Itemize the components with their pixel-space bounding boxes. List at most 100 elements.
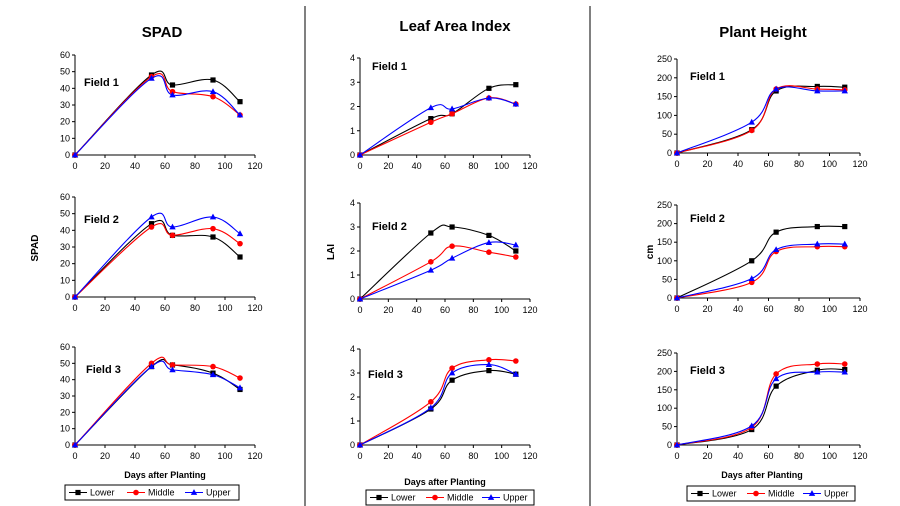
- y-tick-label: 0: [667, 440, 672, 450]
- series-line-lower: [74, 219, 241, 298]
- panel-label: Field 3: [86, 364, 121, 376]
- data-point-upper: [169, 223, 176, 230]
- y-tick-label: 3: [350, 368, 355, 378]
- y-tick-label: 4: [350, 344, 355, 354]
- data-point-lower: [814, 223, 820, 230]
- y-tick-label: 30: [60, 391, 70, 401]
- x-tick-label: 60: [440, 305, 450, 315]
- y-tick-label: 250: [657, 54, 672, 64]
- legend-marker-upper: [808, 490, 816, 496]
- data-point-upper: [485, 361, 493, 367]
- panel-label: Field 2: [84, 214, 119, 226]
- y-tick-label: 2: [350, 392, 355, 402]
- data-point-upper: [772, 375, 780, 382]
- data-point-middle: [748, 127, 755, 134]
- y-tick-label: 50: [662, 129, 672, 139]
- data-point-upper: [448, 105, 456, 112]
- panel-label: Field 2: [372, 221, 407, 233]
- y-tick-label: 0: [350, 294, 355, 304]
- x-tick-label: 100: [494, 451, 509, 461]
- data-point-upper: [148, 74, 155, 81]
- x-tick-label: 100: [494, 305, 509, 315]
- data-point-lower: [486, 85, 492, 91]
- data-point-lower: [169, 82, 176, 88]
- data-point-upper: [236, 384, 244, 391]
- x-tick-label: 80: [794, 451, 804, 461]
- data-point-middle: [486, 357, 492, 363]
- y-tick-label: 2: [350, 246, 355, 256]
- series-line-upper: [676, 243, 845, 299]
- series-line-upper: [74, 360, 241, 446]
- data-point-upper: [169, 91, 176, 98]
- legend-marker-middle: [133, 489, 139, 496]
- panel-label: Field 2: [690, 213, 725, 225]
- data-point-lower: [513, 82, 519, 88]
- data-point-upper: [209, 88, 217, 95]
- data-point-upper: [673, 294, 681, 301]
- x-tick-label: 120: [522, 305, 537, 315]
- chart-panel: 0 10 20 30 40 50 60 0 20 40 60 80 100 120 Field 3: [60, 342, 263, 461]
- data-point-upper: [814, 87, 821, 94]
- data-point-upper: [841, 87, 848, 94]
- y-tick-label: 150: [657, 385, 672, 395]
- x-tick-label: 120: [852, 159, 867, 169]
- chart-panel: 0 50 100 150 200 250 0 20 40 60 80 100 120 Field 3: [657, 348, 868, 461]
- panel-label: Field 1: [372, 61, 407, 73]
- y-tick-label: 40: [60, 375, 70, 385]
- data-point-lower: [513, 248, 519, 254]
- data-point-upper: [427, 104, 435, 111]
- data-point-upper: [71, 441, 79, 448]
- x-tick-label: 80: [468, 305, 478, 315]
- data-point-middle: [486, 249, 492, 255]
- legend: Lower Middle Upper: [64, 484, 240, 501]
- x-tick-label: 60: [160, 161, 170, 171]
- data-point-upper: [841, 240, 848, 247]
- data-point-middle: [428, 259, 434, 265]
- legend-label: Middle: [148, 488, 175, 498]
- x-tick-label: 40: [130, 451, 140, 461]
- x-tick-label: 0: [357, 451, 362, 461]
- data-point-lower: [148, 221, 155, 227]
- panel-label: Field 1: [690, 71, 725, 83]
- x-tick-label: 0: [72, 303, 77, 313]
- data-point-upper: [427, 404, 435, 411]
- y-tick-label: 250: [657, 348, 672, 358]
- chart-panel: 0 10 20 30 40 50 60 0 20 40 60 80 100 120 Field 1: [60, 50, 263, 171]
- x-tick-label: 80: [468, 451, 478, 461]
- data-point-middle: [210, 363, 216, 370]
- data-point-middle: [814, 361, 821, 367]
- data-point-middle: [513, 358, 519, 364]
- data-point-upper: [356, 441, 364, 448]
- x-tick-label: 40: [412, 305, 422, 315]
- x-tick-label: 20: [383, 305, 393, 315]
- x-tick-label: 0: [357, 161, 362, 171]
- series-line-upper: [74, 75, 241, 156]
- data-point-middle: [449, 365, 455, 372]
- legend-label: Lower: [391, 493, 416, 503]
- series-line-upper: [676, 371, 845, 446]
- x-tick-label: 80: [190, 303, 200, 313]
- data-point-upper: [148, 363, 155, 369]
- y-tick-label: 40: [60, 83, 70, 93]
- y-axis-label-spad: SPAD: [30, 234, 41, 261]
- legend-marker-lower: [75, 489, 81, 496]
- data-point-lower: [449, 224, 455, 230]
- x-tick-label: 60: [440, 161, 450, 171]
- x-tick-label: 0: [674, 451, 679, 461]
- legend-marker-middle: [753, 490, 759, 497]
- y-tick-label: 3: [350, 222, 355, 232]
- y-tick-label: 20: [60, 117, 70, 127]
- series-line-lower: [359, 224, 517, 300]
- series-line-middle: [676, 85, 845, 154]
- legend-label: Upper: [503, 493, 528, 503]
- x-axis-label-spad: Days after Planting: [124, 470, 206, 480]
- y-tick-label: 60: [60, 192, 70, 202]
- column-title-height: Plant Height: [719, 24, 807, 41]
- x-tick-label: 100: [217, 451, 232, 461]
- legend-marker-middle: [432, 494, 438, 501]
- data-point-upper: [448, 369, 456, 376]
